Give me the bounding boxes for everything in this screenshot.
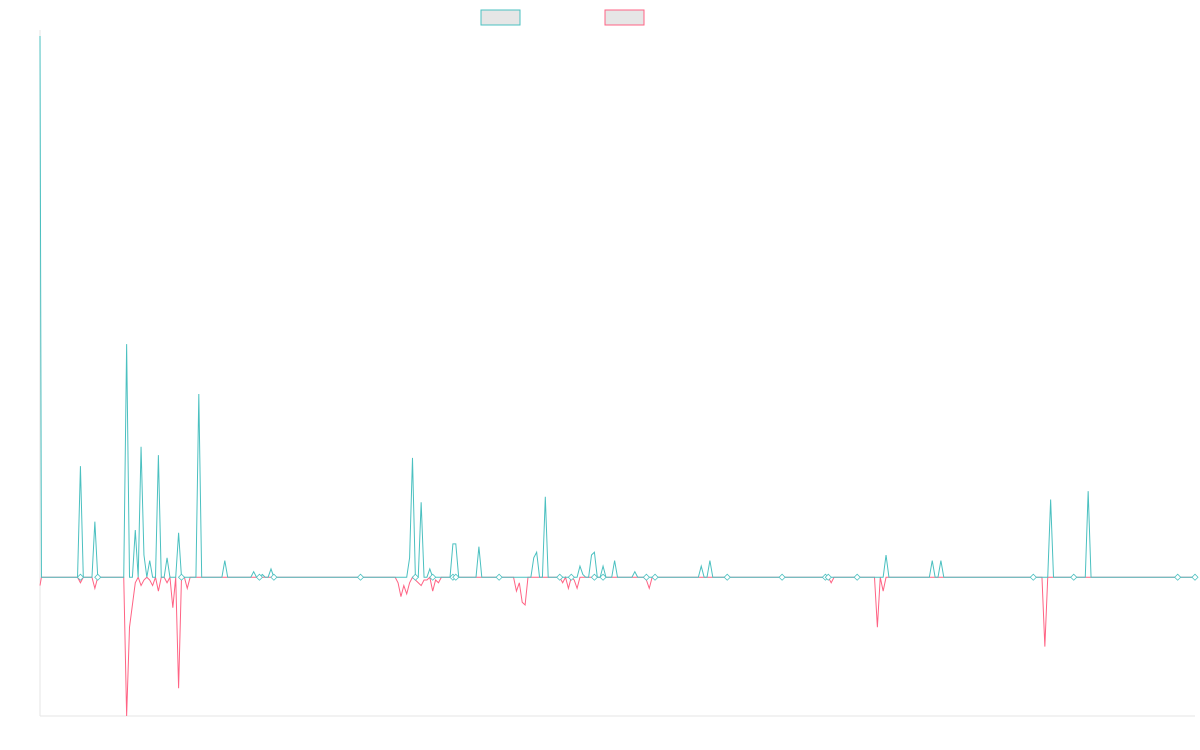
- series-1-line[interactable]: [39, 35, 1195, 578]
- legend-swatch-series-1[interactable]: [480, 9, 521, 26]
- plot-area: [39, 35, 1199, 717]
- legend: [480, 9, 645, 26]
- data-point-marker[interactable]: [824, 573, 832, 581]
- data-point-marker[interactable]: [452, 573, 460, 581]
- data-point-marker[interactable]: [76, 573, 84, 581]
- data-point-marker[interactable]: [590, 573, 598, 581]
- data-point-marker[interactable]: [778, 573, 786, 581]
- data-point-marker[interactable]: [94, 573, 102, 581]
- legend-swatch-series-2[interactable]: [604, 9, 645, 26]
- data-point-marker[interactable]: [1029, 573, 1037, 581]
- data-point-marker[interactable]: [177, 573, 186, 581]
- data-point-marker[interactable]: [1191, 573, 1199, 581]
- data-point-marker[interactable]: [1070, 573, 1078, 581]
- data-point-marker[interactable]: [429, 573, 437, 581]
- data-point-marker[interactable]: [556, 573, 564, 581]
- data-point-marker[interactable]: [599, 573, 607, 581]
- data-point-marker[interactable]: [853, 573, 861, 581]
- data-point-marker[interactable]: [723, 573, 731, 581]
- data-point-marker[interactable]: [651, 573, 659, 581]
- data-point-marker[interactable]: [567, 573, 575, 581]
- data-point-marker[interactable]: [270, 573, 278, 581]
- data-point-marker[interactable]: [411, 573, 419, 581]
- data-point-marker[interactable]: [255, 573, 264, 581]
- series-2-line[interactable]: [39, 575, 1195, 717]
- axes: [39, 30, 1195, 717]
- data-point-marker[interactable]: [495, 573, 503, 581]
- data-point-marker[interactable]: [1174, 573, 1182, 581]
- data-point-marker[interactable]: [356, 573, 365, 581]
- data-point-marker[interactable]: [642, 573, 650, 581]
